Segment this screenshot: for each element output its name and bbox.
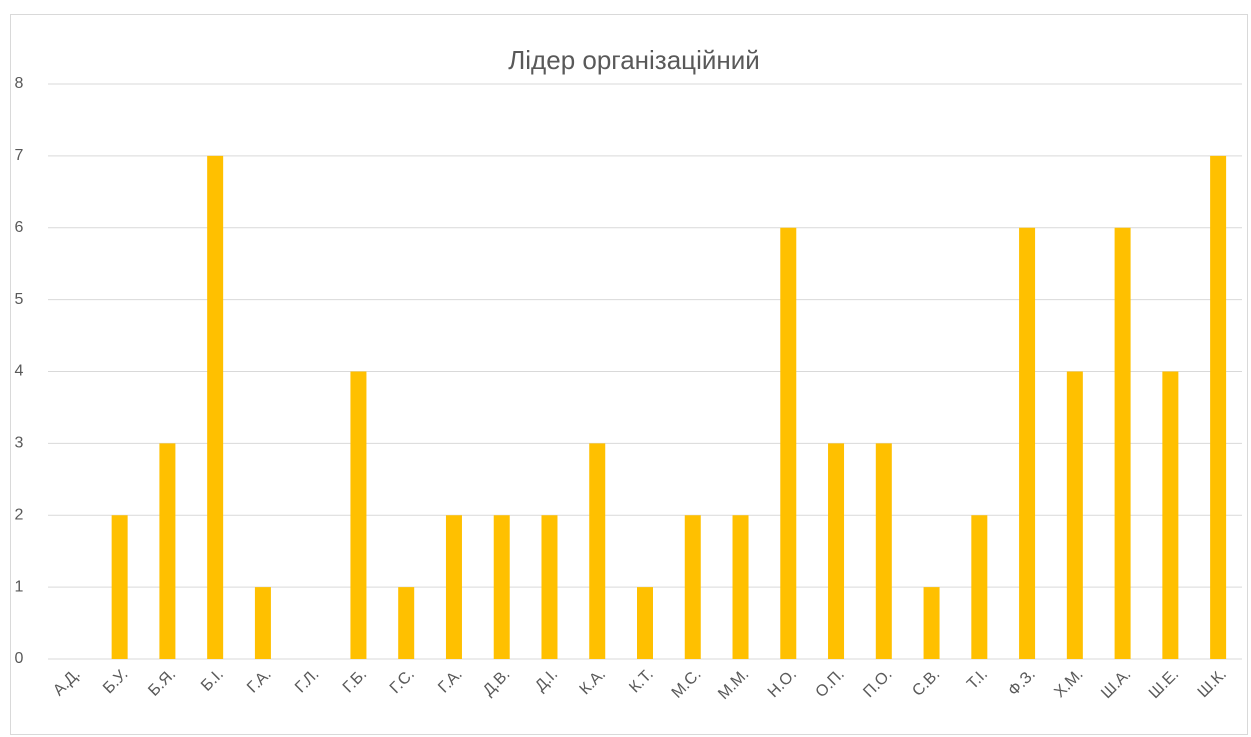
y-tick-label: 7 <box>15 147 24 164</box>
bar <box>445 515 462 659</box>
y-tick-label: 8 <box>15 75 24 92</box>
y-tick-label: 1 <box>15 578 24 595</box>
bar <box>111 515 128 659</box>
bar <box>254 587 271 659</box>
bar <box>780 227 797 659</box>
y-tick-label: 5 <box>15 291 24 308</box>
bar <box>1066 371 1083 659</box>
bar <box>684 515 701 659</box>
bar <box>732 515 749 659</box>
bar <box>828 443 845 659</box>
y-tick-label: 4 <box>15 363 24 380</box>
y-tick-label: 2 <box>15 506 24 523</box>
bar <box>207 155 224 659</box>
bar <box>1162 371 1179 659</box>
bar <box>159 443 176 659</box>
bar <box>541 515 558 659</box>
y-tick-label: 0 <box>15 650 24 667</box>
chart-title: Лідер організаційний <box>508 45 760 75</box>
bar <box>875 443 892 659</box>
bar <box>923 587 940 659</box>
bar <box>971 515 988 659</box>
bar <box>1210 155 1227 659</box>
bar <box>1019 227 1036 659</box>
bar <box>589 443 606 659</box>
bar <box>398 587 415 659</box>
bar <box>350 371 367 659</box>
chart-border <box>10 14 1248 735</box>
bar <box>637 587 653 659</box>
y-tick-label: 3 <box>15 435 24 452</box>
bar <box>493 515 510 659</box>
bar <box>1114 227 1131 659</box>
y-tick-label: 6 <box>15 219 24 236</box>
